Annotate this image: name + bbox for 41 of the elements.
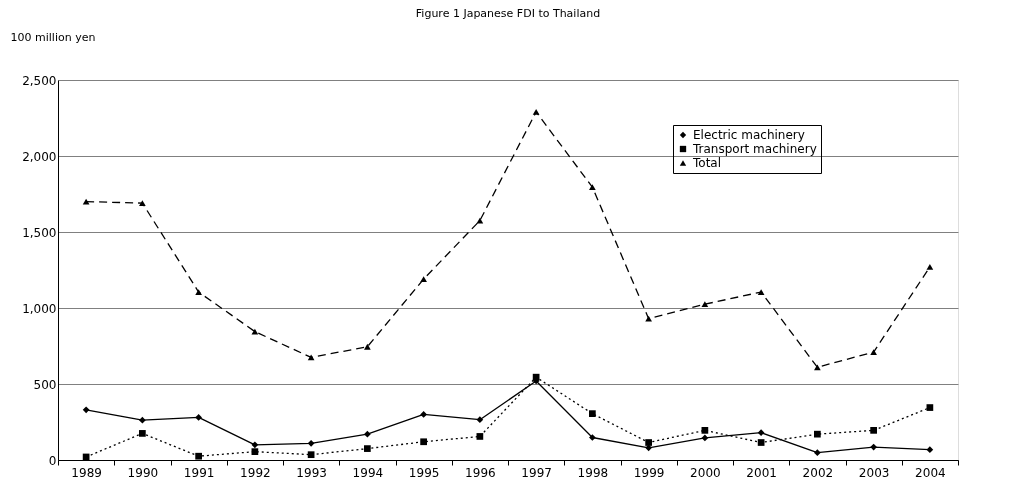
- point: [139, 430, 146, 437]
- point: [420, 438, 427, 446]
- y-tick-label: 500: [33, 377, 57, 392]
- point: [870, 427, 877, 434]
- x-tick-label: 1991: [183, 465, 215, 480]
- legend-label: Electric machinery: [693, 128, 805, 142]
- x-tick-label: 1989: [71, 465, 102, 480]
- point: [926, 264, 934, 270]
- x-tick-label: 1993: [296, 465, 327, 480]
- x-tick-label: 2002: [802, 465, 834, 480]
- y-tick-label: 2,000: [22, 149, 57, 164]
- x-tick-label: 1998: [577, 465, 609, 480]
- point: [82, 198, 90, 205]
- point: [645, 439, 652, 446]
- point: [195, 452, 202, 460]
- x-tick-label: 2001: [746, 465, 777, 480]
- legend-label: Total: [692, 156, 722, 170]
- point: [645, 315, 652, 322]
- y-tick-label: 1,000: [22, 301, 57, 316]
- x-tick-label: 2004: [915, 465, 946, 480]
- y-axis-title: 100 million yen: [10, 30, 96, 44]
- x-tick-label: 1994: [352, 465, 384, 480]
- x-tick-label: 1995: [408, 465, 440, 480]
- x-tick-label: 2000: [690, 465, 721, 480]
- x-tick-label: 1990: [127, 465, 159, 480]
- y-tick-label: 0: [48, 453, 57, 468]
- point: [814, 430, 821, 438]
- x-tick-label: 1999: [633, 465, 665, 480]
- point: [476, 217, 484, 224]
- point: [364, 343, 371, 350]
- x-tick-label: 1992: [240, 465, 271, 480]
- legend-label: Transport machinery: [692, 142, 817, 156]
- point: [364, 445, 371, 452]
- y-tick-label: 2,500: [22, 73, 57, 88]
- x-tick-label: 1996: [465, 465, 496, 480]
- chart-title: Figure 1 Japanese FDI to Thailand: [415, 7, 601, 20]
- y-tick-label: 1,500: [22, 225, 57, 240]
- x-tick-label: 2003: [858, 465, 890, 480]
- point: [926, 404, 934, 411]
- point: [589, 410, 596, 417]
- x-tick-label: 1997: [521, 465, 552, 480]
